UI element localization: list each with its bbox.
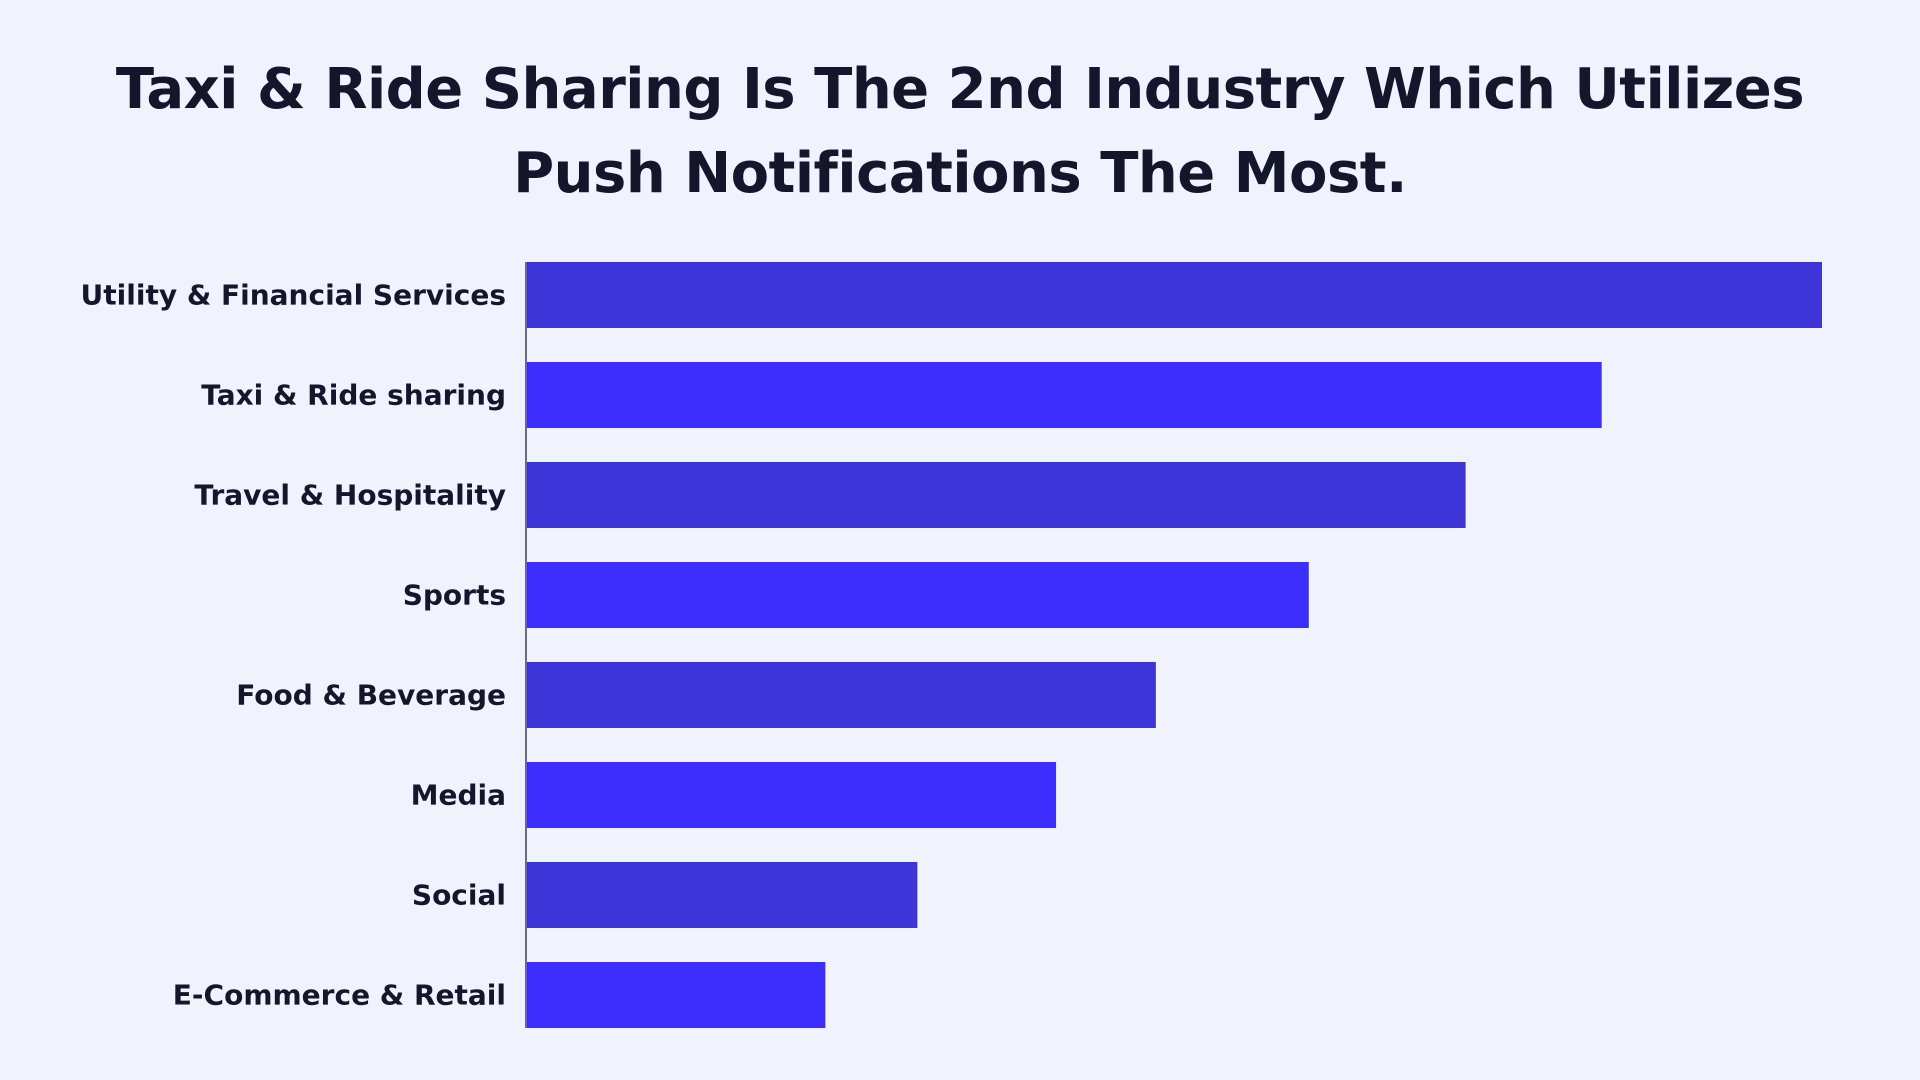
category-label: Sports [403, 579, 506, 612]
category-labels: Utility & Financial Services Taxi & Ride … [81, 279, 506, 1012]
bar-1 [526, 362, 1602, 428]
chart-title: Taxi & Ride Sharing Is The 2nd Industry … [115, 57, 1805, 206]
category-label: Travel & Hospitality [194, 479, 506, 512]
bar-6 [526, 862, 918, 928]
category-label: E-Commerce & Retail [173, 979, 506, 1012]
bar-2 [526, 462, 1466, 528]
bar-3 [526, 562, 1309, 628]
bar-4 [526, 662, 1156, 728]
category-label: Taxi & Ride sharing [201, 379, 506, 412]
bar-7 [526, 962, 826, 1028]
bars-group [526, 262, 1822, 1028]
category-label: Food & Beverage [236, 679, 506, 712]
category-label: Media [411, 779, 506, 812]
bar-5 [526, 762, 1057, 828]
bar-0 [526, 262, 1822, 328]
category-label: Utility & Financial Services [81, 279, 506, 312]
category-label: Social [412, 879, 506, 912]
